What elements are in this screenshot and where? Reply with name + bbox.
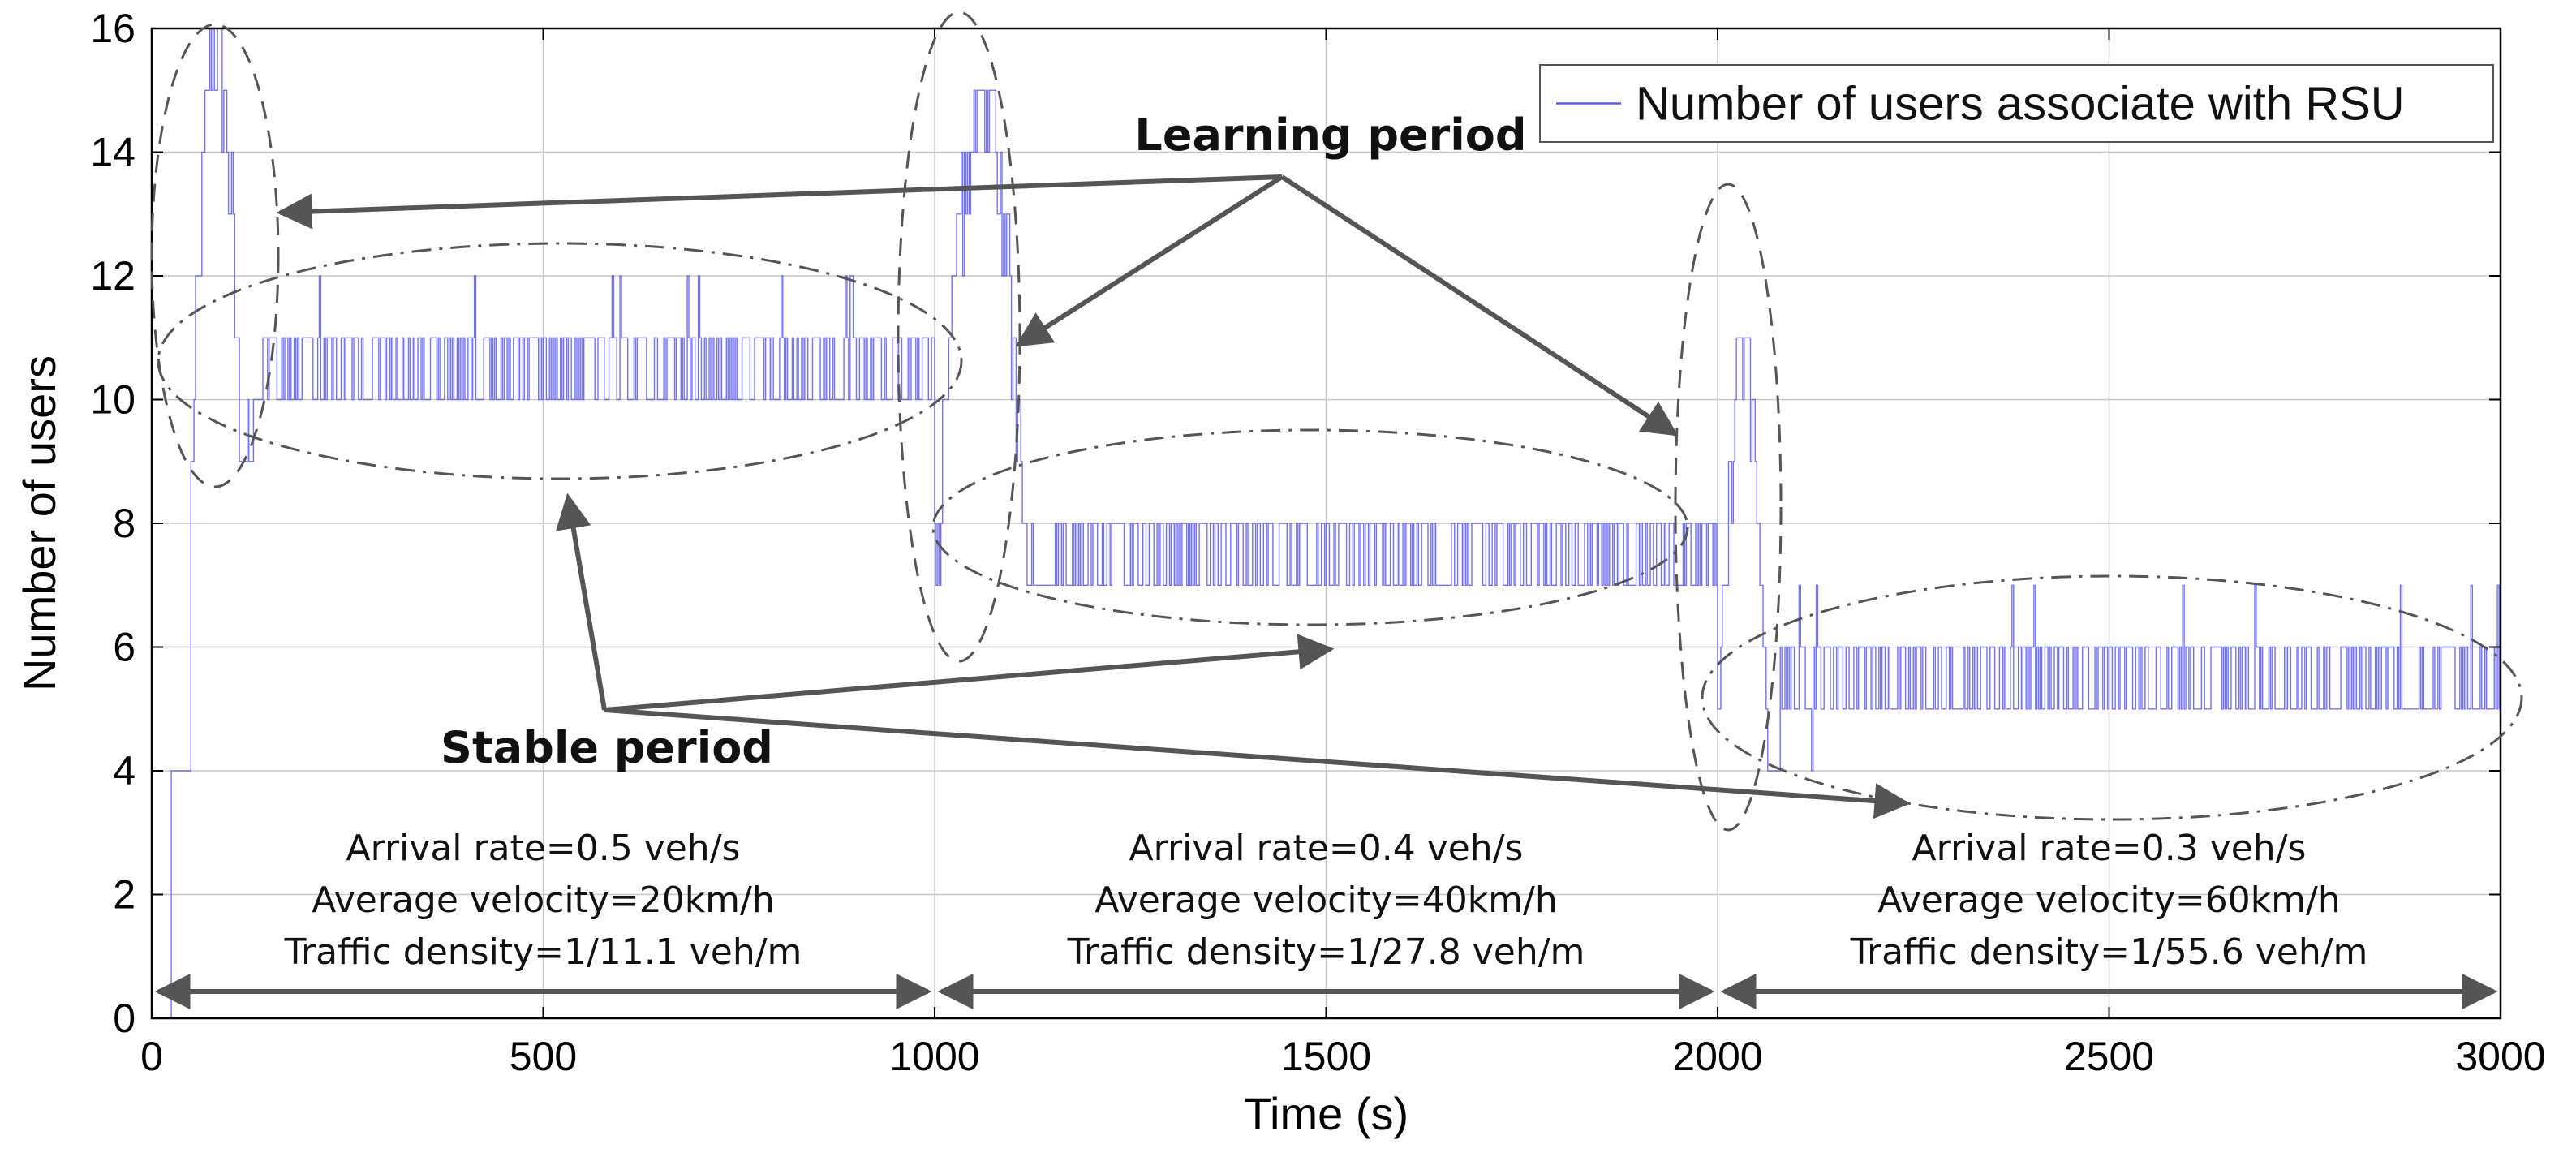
y-tick-label: 8 <box>113 501 135 546</box>
stable-arrow <box>555 492 607 711</box>
x-tick-label: 2500 <box>2064 1034 2154 1079</box>
y-tick-label: 10 <box>90 377 135 423</box>
y-axis-title: Number of users <box>14 355 65 691</box>
region-condition-text: Arrival rate=0.4 veh/s <box>1129 828 1524 869</box>
region-condition-text: Traffic density=1/27.8 veh/m <box>1067 931 1585 973</box>
x-tick-label: 3000 <box>2455 1034 2545 1079</box>
series-path <box>152 28 2501 1019</box>
legend: Number of users associate with RSU <box>1539 64 2494 143</box>
region-condition-text: Traffic density=1/11.1 veh/m <box>284 931 802 973</box>
legend-box <box>1539 64 2494 143</box>
y-tick-label: 2 <box>113 872 135 918</box>
y-tick-label: 6 <box>113 625 135 670</box>
region-condition-text: Average velocity=20km/h <box>312 880 775 921</box>
learning-arrow <box>276 174 1283 230</box>
learning-arrow <box>1280 174 1679 437</box>
region-condition-text: Average velocity=60km/h <box>1877 880 2341 921</box>
axis-ticks: 0 500 1000 1500 2000 2500 3000 0 2 4 6 8 10 12 14 16 <box>90 6 2545 1079</box>
x-axis-title: Time (s) <box>1244 1088 1408 1139</box>
stable-period-label: Stable period <box>441 722 773 773</box>
x-tick-label: 1000 <box>889 1034 979 1079</box>
learning-period-ellipse <box>897 11 1021 663</box>
y-tick-label: 16 <box>90 6 135 51</box>
stable-period-ellipse <box>157 242 963 480</box>
learning-period-ellipse <box>1674 183 1783 832</box>
x-tick-label: 1500 <box>1281 1034 1371 1079</box>
stable-period-ellipse <box>931 428 1689 626</box>
series-line-users <box>152 28 2501 1019</box>
stable-arrow <box>604 708 1911 819</box>
y-tick-label: 12 <box>90 253 135 299</box>
x-tick-label: 2000 <box>1672 1034 1762 1079</box>
region-condition-text: Average velocity=40km/h <box>1094 880 1558 921</box>
y-tick-label: 0 <box>113 996 135 1041</box>
legend-entry-label: Number of users associate with RSU <box>1636 78 2405 131</box>
x-tick-label: 0 <box>140 1034 163 1079</box>
region-condition-text: Arrival rate=0.5 veh/s <box>346 828 741 869</box>
stable-period-ellipse <box>1701 574 2523 821</box>
region-condition-text: Arrival rate=0.3 veh/s <box>1912 828 2307 869</box>
y-tick-label: 4 <box>113 748 135 794</box>
stable-arrow <box>604 634 1335 712</box>
annotations: Learning period Stable period Arrival ra… <box>150 11 2523 1009</box>
grid <box>151 28 2501 1019</box>
learning-period-ellipse <box>150 23 280 488</box>
learning-period-label: Learning period <box>1134 110 1526 161</box>
region-condition-text: Traffic density=1/55.6 veh/m <box>1850 931 2368 973</box>
learning-arrow <box>1015 174 1284 347</box>
x-tick-label: 500 <box>510 1034 577 1079</box>
y-tick-label: 14 <box>90 130 135 175</box>
